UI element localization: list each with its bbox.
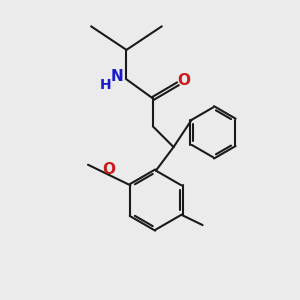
Text: H: H (99, 78, 111, 92)
Text: O: O (103, 162, 116, 177)
Text: N: N (111, 70, 123, 85)
Text: O: O (177, 73, 190, 88)
